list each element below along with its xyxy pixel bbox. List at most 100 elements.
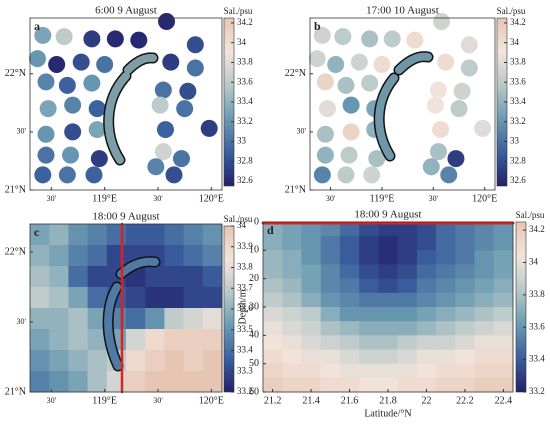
heatmap-cell <box>339 278 360 294</box>
heatmap-cell <box>378 363 399 379</box>
heatmap-cell <box>378 250 399 265</box>
heatmap-cell <box>416 222 437 237</box>
heatmap-cell <box>183 371 204 393</box>
colorbar-tick-label: 33.6 <box>237 303 253 313</box>
heatmap-cell <box>263 349 283 365</box>
heatmap-cell <box>474 292 495 308</box>
heatmap-cell <box>282 292 302 308</box>
heatmap-cell <box>126 287 146 309</box>
station-dot <box>172 150 190 168</box>
heatmap-cell <box>87 266 108 288</box>
station-dot <box>58 166 76 184</box>
heatmap-cell <box>359 236 379 251</box>
track <box>104 257 159 370</box>
station-dot <box>85 166 103 184</box>
heatmap-cell <box>378 349 399 365</box>
heatmap-cell <box>164 308 185 330</box>
heatmap-cell <box>282 264 302 280</box>
panel-letter: d <box>267 223 274 237</box>
station-dot <box>83 74 101 92</box>
station-dot <box>429 143 447 161</box>
heatmap-cell <box>164 224 185 246</box>
heatmap-cell <box>416 264 437 280</box>
heatmap-cell <box>183 350 204 372</box>
heatmap-cell <box>455 250 476 265</box>
panel-letter: a <box>34 19 40 33</box>
heatmap-cell <box>436 222 456 237</box>
heatmap-cell <box>301 377 322 393</box>
station-dot <box>165 166 183 184</box>
colorbar-tick-label: 33.6 <box>529 321 545 331</box>
heatmap-cell <box>320 278 341 294</box>
heatmap-cell <box>68 329 89 351</box>
heatmap-cell <box>378 222 399 237</box>
heatmap-cell <box>145 350 165 372</box>
station-dot <box>58 76 76 94</box>
station-dot <box>361 74 379 92</box>
heatmap-cell <box>397 363 418 379</box>
station-dot <box>72 53 90 71</box>
heatmap-cell <box>359 278 379 294</box>
station-dot <box>55 28 73 46</box>
heatmap-cell <box>282 377 302 393</box>
heatmap-cell <box>320 264 341 280</box>
heatmap-cell <box>359 363 379 379</box>
heatmap-cell <box>49 245 69 267</box>
station-dot <box>88 100 106 118</box>
y-tick-label: 40 <box>249 330 259 341</box>
heatmap-cell <box>339 250 360 265</box>
heatmap-cell <box>68 350 89 372</box>
heatmap-cell <box>339 321 360 336</box>
heatmap-cell <box>301 363 322 379</box>
heatmap-cell <box>145 308 165 330</box>
track <box>104 53 157 164</box>
heatmap-cell <box>359 222 379 237</box>
heatmap-cell <box>359 335 379 350</box>
station-dot <box>176 100 194 118</box>
heatmap-cell <box>30 245 50 267</box>
heatmap-cell <box>493 377 514 393</box>
heatmap-cell <box>397 349 418 365</box>
x-tick-label: 30' <box>429 194 439 203</box>
heatmap-cell <box>339 363 360 379</box>
heatmap-cell <box>68 266 89 288</box>
heatmap-cell <box>378 335 399 350</box>
y-tick-label: 22°N <box>285 68 306 79</box>
heatmap-cell <box>416 363 437 379</box>
station-dot <box>151 96 169 114</box>
plot-frame <box>29 17 223 191</box>
station-dot <box>308 50 326 68</box>
heatmap-cell <box>474 222 495 237</box>
y-tick-label: 21°N <box>5 386 26 397</box>
y-tick-label: 10 <box>249 245 259 256</box>
colorbar-tick-label: 33.8 <box>510 57 526 67</box>
heatmap-cell <box>320 292 341 308</box>
heatmap-cell <box>397 222 418 237</box>
station-dot <box>327 55 345 73</box>
station-dot <box>316 125 334 143</box>
heatmap-cell <box>339 335 360 350</box>
heatmap-cell <box>126 308 146 330</box>
colorbar-tick-label: 33.4 <box>529 354 545 364</box>
heatmap-cell <box>359 377 379 393</box>
heatmap-cell <box>397 236 418 251</box>
heatmap-cell <box>68 245 89 267</box>
heatmap-cell <box>87 329 108 351</box>
heatmap-cell <box>164 266 185 288</box>
heatmap-cell <box>263 278 283 294</box>
heatmap-cell <box>68 371 89 393</box>
heatmap-cell <box>359 264 379 280</box>
heatmap-cell <box>416 250 437 265</box>
station-dot <box>429 81 447 99</box>
heatmap-cell <box>301 250 322 265</box>
colorbar-tick-label: 33 <box>510 136 520 146</box>
heatmap-cell <box>455 321 476 336</box>
track <box>375 52 432 160</box>
heatmap-cell <box>87 224 108 246</box>
heatmap-cell <box>320 307 341 322</box>
station-dot <box>62 146 80 164</box>
heatmap-cell <box>30 371 50 393</box>
station-dot <box>130 31 148 49</box>
station-dot <box>48 55 66 73</box>
station-dot <box>28 50 46 68</box>
